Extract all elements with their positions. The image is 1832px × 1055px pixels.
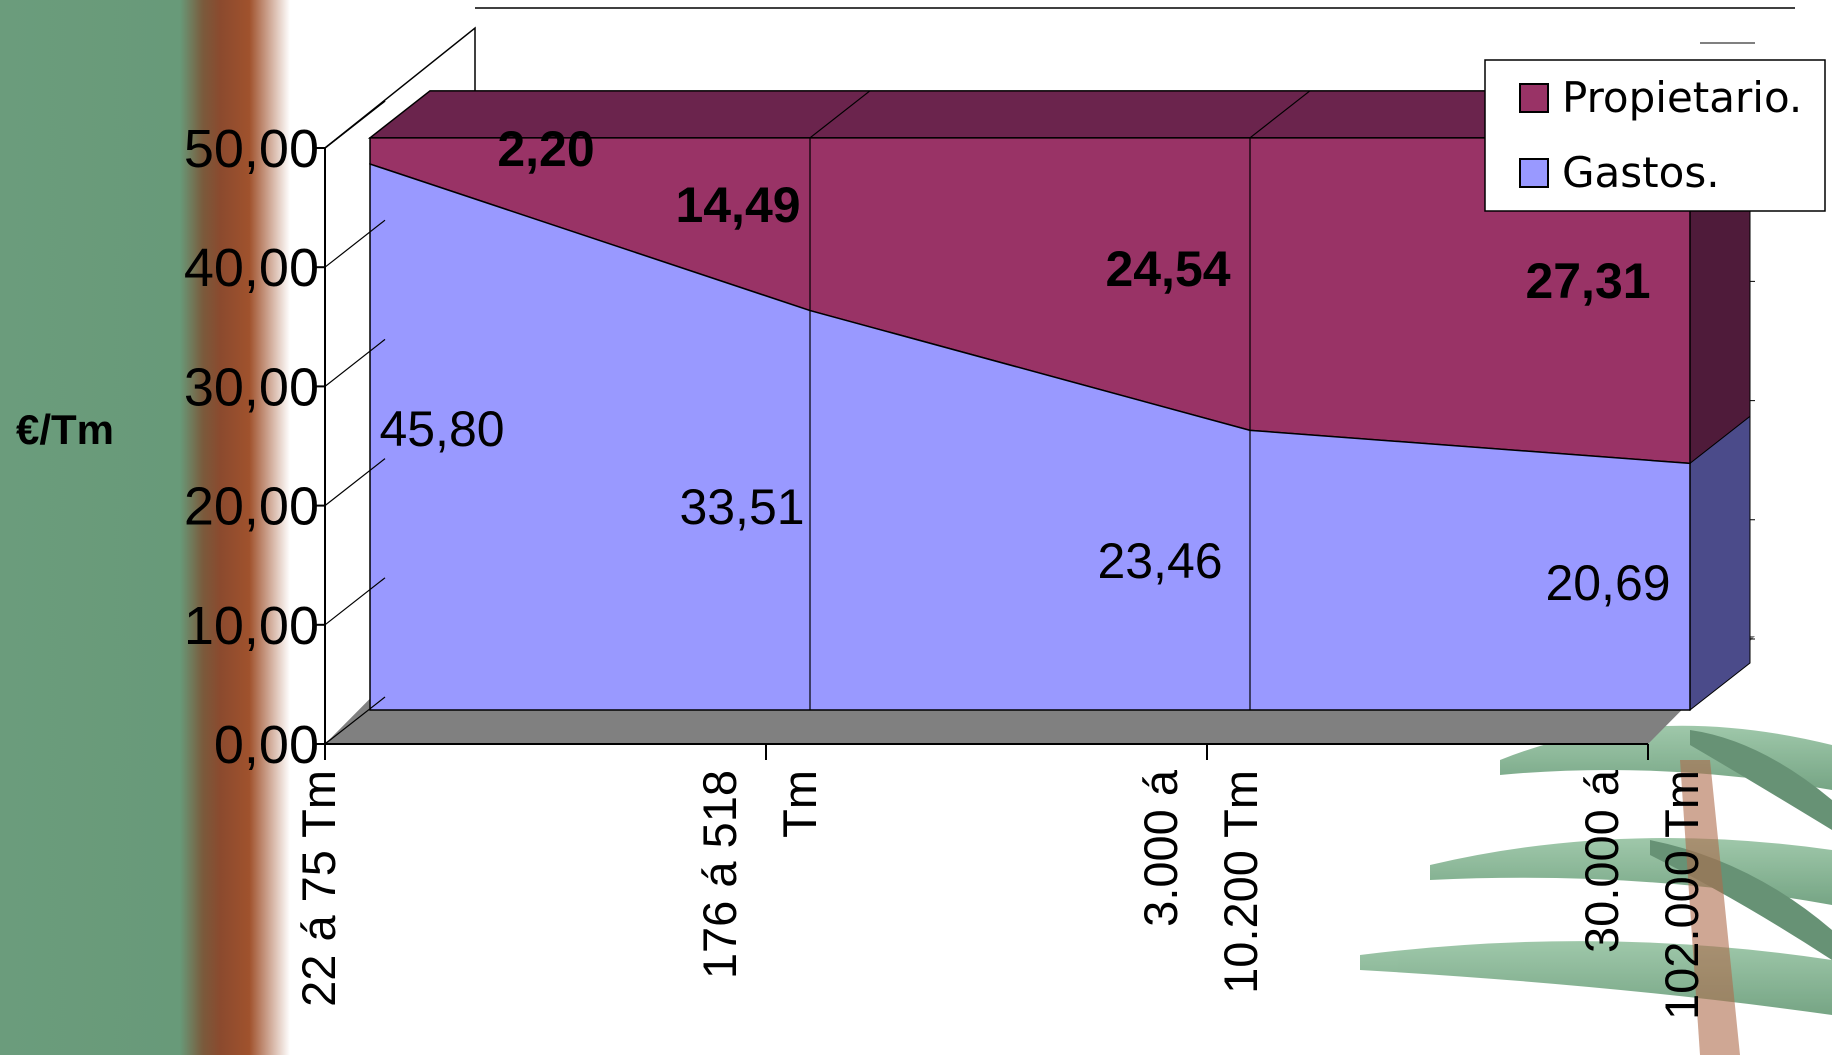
category-divider-depth: [1249, 90, 1311, 139]
x-tick-label-line: 22 á 75 Tm: [292, 770, 345, 1007]
legend-swatch: [1519, 158, 1549, 188]
data-label-gastos: 23,46: [1097, 533, 1222, 589]
category-divider-depth: [809, 90, 871, 139]
y-gridline-depth: [324, 100, 386, 149]
side-decoration-band: [0, 0, 290, 1055]
palm-decoration: [1360, 725, 1832, 1055]
y-gridline-depth: [324, 338, 386, 387]
y-gridline-depth: [324, 458, 386, 507]
data-label-gastos: 20,69: [1545, 555, 1670, 611]
data-label-propietario: 24,54: [1105, 241, 1230, 297]
x-tick-label-line: 102.000 Tm: [1655, 770, 1708, 1020]
legend: Propietario. Gastos.: [1484, 59, 1826, 212]
y-gridline-depth: [324, 696, 386, 745]
data-label-gastos: 45,80: [379, 401, 504, 457]
x-tick-label: 176 á 518 Tm: [693, 770, 826, 979]
x-tick-label: 22 á 75 Tm: [292, 770, 345, 1007]
data-label-propietario: 2,20: [497, 121, 594, 177]
y-tick-label: 10,00: [184, 596, 319, 656]
x-tick-label: 30.000 á 102.000 Tm: [1575, 769, 1708, 1020]
y-tick-label: 50,00: [184, 119, 319, 179]
legend-swatch: [1519, 83, 1549, 113]
x-tick-label: 3.000 á 10.200 Tm: [1134, 769, 1267, 994]
data-label-propietario: 14,49: [675, 177, 800, 233]
data-label-gastos: 33,51: [679, 479, 804, 535]
x-tick-label-line: 176 á 518: [693, 770, 746, 979]
x-tick-label-line: 3.000 á: [1134, 769, 1187, 927]
y-tick-label: 20,00: [184, 477, 319, 537]
x-tick-label-line: 10.200 Tm: [1214, 770, 1267, 994]
y-gridline-depth: [324, 219, 386, 268]
y-axis-label: €/Tm: [16, 406, 114, 453]
legend-entry: Propietario.: [1562, 73, 1802, 122]
y-tick-label: 30,00: [184, 357, 319, 417]
x-tick-label-line: 30.000 á: [1575, 769, 1628, 953]
y-tick-label: 40,00: [184, 238, 319, 298]
series-gastos-side-face: [1689, 415, 1751, 712]
data-label-propietario: 27,31: [1525, 253, 1650, 309]
y-gridline-depth: [324, 577, 386, 626]
legend-entry: Gastos.: [1562, 148, 1720, 197]
y-tick-label: 0,00: [214, 715, 319, 775]
x-tick-label-line: Tm: [773, 770, 826, 838]
